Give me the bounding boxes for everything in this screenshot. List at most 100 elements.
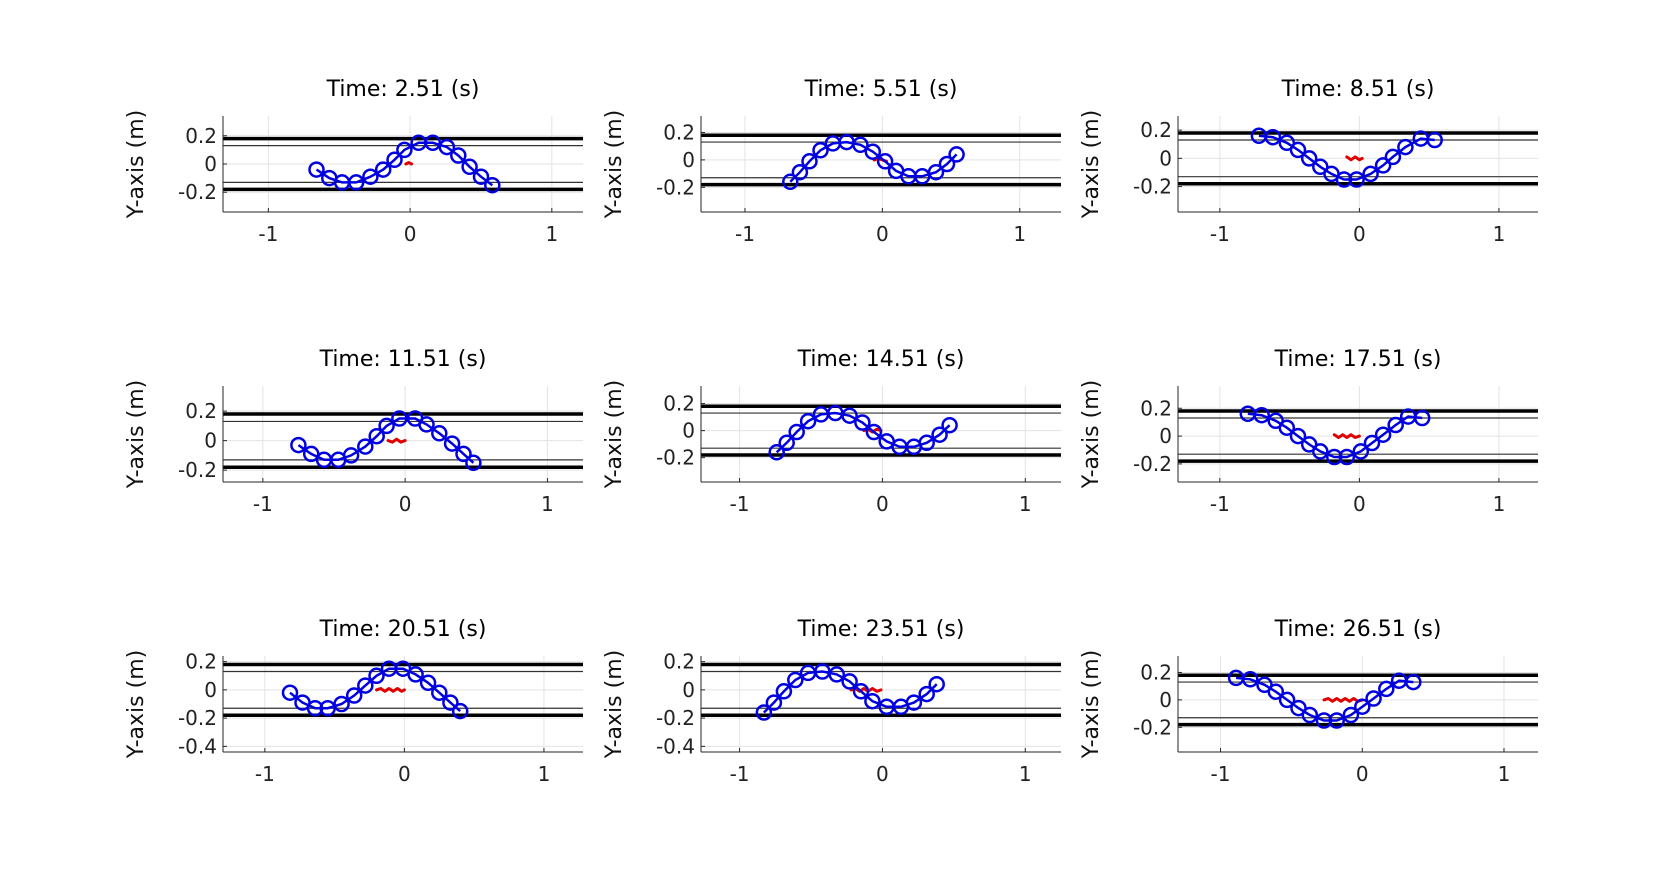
body-point	[768, 444, 785, 461]
body-point	[419, 674, 437, 692]
body-point	[1390, 672, 1408, 689]
body-point	[333, 174, 351, 191]
trail-path	[849, 687, 883, 693]
body-point	[1300, 150, 1318, 167]
body-point	[1413, 409, 1431, 427]
x-tick-label: 0	[876, 762, 889, 786]
body-point	[1326, 448, 1343, 466]
x-tick-label: 1	[1493, 222, 1506, 246]
body-point	[864, 143, 882, 160]
body-point	[357, 438, 374, 455]
body-point	[1335, 171, 1353, 188]
body-point	[1412, 130, 1430, 147]
x-tick-label: 0	[399, 492, 412, 516]
y-tick-label: -0.4	[178, 734, 217, 758]
body-point	[891, 438, 908, 456]
x-tick-label: 0	[404, 222, 417, 246]
body-point	[1352, 443, 1370, 460]
body-point	[1278, 691, 1296, 709]
body-point	[1312, 443, 1329, 460]
subplot-4: -1 0 1 -0.2 0 0.2 Time: 11.51 (s) Y-axis (m)	[124, 347, 583, 516]
y-tick-label: 0.2	[663, 650, 695, 674]
subplot-1: -1 0 1 -0.2 0 0.2 Time: 2.51 (s) Y-axis (m)	[124, 77, 583, 246]
body-point	[1348, 171, 1365, 188]
y-tick-label: 0	[682, 678, 695, 702]
body-point	[378, 417, 395, 435]
body-point	[302, 445, 320, 463]
body-point	[1328, 712, 1345, 729]
body-point	[357, 677, 374, 694]
subplot-title: Time: 23.51 (s)	[797, 617, 965, 642]
subplot-title: Time: 26.51 (s)	[1274, 617, 1442, 642]
y-tick-label: 0	[1159, 146, 1172, 170]
subplot-title: Time: 5.51 (s)	[804, 77, 958, 102]
y-tick-label: 0	[204, 152, 217, 176]
y-tick-label: -0.2	[178, 458, 217, 482]
body-point	[775, 683, 793, 700]
body-point	[791, 163, 809, 181]
y-tick-label: 0.2	[185, 650, 217, 674]
x-tick-label: -1	[255, 762, 275, 786]
y-tick-label: -0.2	[178, 706, 217, 730]
body-point	[1227, 669, 1245, 687]
body-point	[1289, 141, 1307, 159]
body-point	[1362, 165, 1379, 183]
x-tick-label: 1	[545, 222, 558, 246]
y-tick-label: 0	[1159, 688, 1172, 712]
body-point	[1289, 427, 1307, 445]
y-tick-label: 0.2	[185, 399, 217, 423]
y-axis-label: Y-axis (m)	[124, 110, 149, 219]
body-point	[755, 704, 773, 721]
y-tick-label: -0.4	[656, 734, 695, 758]
trail-path	[404, 161, 413, 166]
x-tick-label: -1	[253, 492, 273, 516]
body-point	[290, 436, 307, 454]
body-point	[841, 673, 858, 690]
body-point	[1267, 683, 1285, 700]
body-point	[380, 660, 398, 677]
y-tick-label: 0	[682, 419, 695, 443]
subplot-title: Time: 2.51 (s)	[326, 77, 480, 102]
trail-path	[375, 687, 406, 693]
body-point	[814, 663, 831, 680]
y-tick-label: 0.2	[663, 392, 695, 416]
body-point	[1397, 138, 1414, 156]
subplot-2: -1 0 1 -0.2 0 0.2 Time: 5.51 (s) Y-axis (m)	[602, 77, 1061, 246]
subplot-title: Time: 20.51 (s)	[319, 617, 487, 642]
y-tick-label: 0.2	[185, 124, 217, 148]
body-line	[1258, 134, 1435, 181]
body-point	[852, 683, 870, 700]
body-point	[812, 406, 830, 423]
body-point	[1399, 408, 1417, 425]
body-point	[345, 687, 363, 704]
x-tick-label: 0	[398, 762, 411, 786]
subplot-title: Time: 17.51 (s)	[1274, 347, 1442, 372]
body-point	[799, 412, 817, 430]
body-point	[333, 695, 350, 713]
x-tick-label: 1	[1019, 762, 1032, 786]
body-point	[927, 163, 945, 181]
body-point	[913, 168, 931, 185]
body-point	[451, 702, 469, 720]
y-axis-label: Y-axis (m)	[124, 380, 149, 489]
body-point	[918, 434, 935, 452]
body-point	[827, 404, 844, 422]
y-tick-label: 0.2	[1140, 118, 1172, 142]
x-tick-label: 1	[1498, 762, 1511, 786]
y-tick-label: -0.2	[656, 175, 695, 199]
body-point	[443, 435, 461, 452]
x-tick-label: 0	[1356, 762, 1369, 786]
x-tick-label: 1	[1013, 222, 1026, 246]
body-point	[1374, 157, 1392, 174]
body-point	[1354, 698, 1371, 715]
y-axis-label: Y-axis (m)	[124, 650, 149, 759]
body-point	[1278, 419, 1296, 436]
subplot-9: -1 0 1 -0.2 0 0.2 Time: 26.51 (s) Y-axis (m)	[1079, 617, 1538, 786]
x-tick-label: -1	[1210, 492, 1230, 516]
body-point	[484, 176, 501, 194]
x-tick-label: -1	[735, 222, 755, 246]
body-point	[306, 699, 324, 717]
x-tick-label: 1	[541, 492, 554, 516]
subplot-8: -1 0 1 -0.4 -0.2 0 0.2 Time: 23.51 (s) Y-axis (m…	[602, 617, 1061, 786]
